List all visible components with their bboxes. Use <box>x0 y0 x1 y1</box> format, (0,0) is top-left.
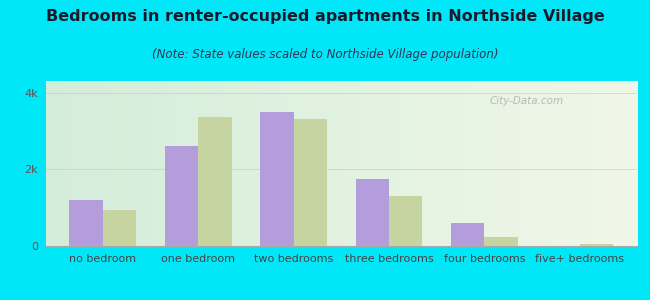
Bar <box>260 112 294 246</box>
Bar <box>198 118 231 246</box>
Bar <box>294 119 327 246</box>
Bar <box>389 196 422 246</box>
Bar <box>484 237 518 246</box>
Bar <box>580 244 613 246</box>
Bar <box>451 223 484 246</box>
Text: Bedrooms in renter-occupied apartments in Northside Village: Bedrooms in renter-occupied apartments i… <box>46 9 605 24</box>
Text: (Note: State values scaled to Northside Village population): (Note: State values scaled to Northside … <box>151 48 499 61</box>
Text: City-Data.com: City-Data.com <box>489 96 564 106</box>
Bar <box>164 146 198 246</box>
Bar <box>70 200 103 246</box>
Bar <box>103 209 136 246</box>
Bar <box>356 179 389 246</box>
